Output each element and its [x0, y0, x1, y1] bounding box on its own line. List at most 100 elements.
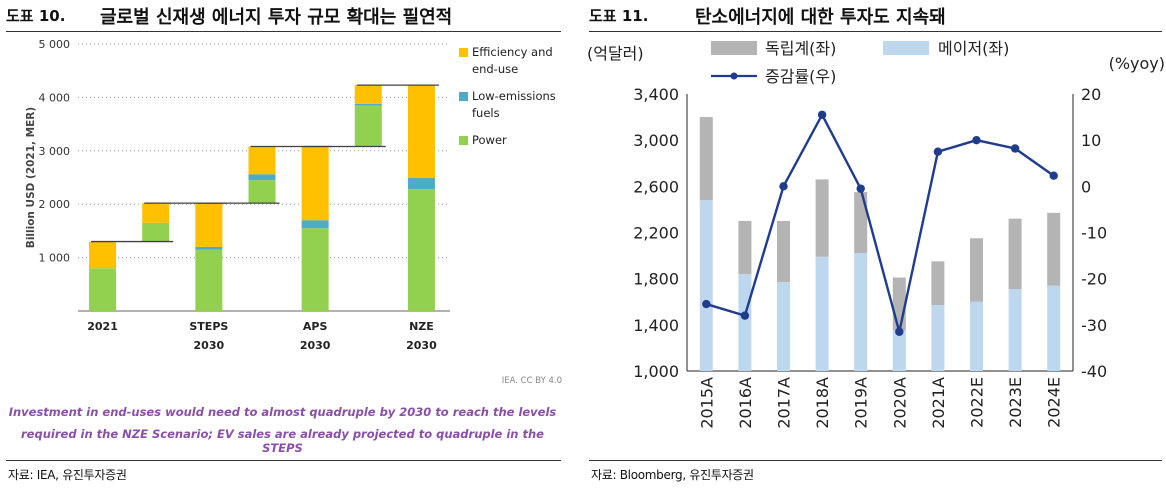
waterfall-segment-low-emissions-fuels: [407, 178, 435, 190]
bar-independent: [854, 192, 868, 254]
x-tick-label: 2015A: [697, 377, 716, 429]
y-left-tick-label: 1,800: [633, 270, 679, 289]
bar-majors: [970, 301, 983, 371]
right-footer-rule: [589, 460, 1162, 461]
right-source: 자료: Bloomberg, 유진투자증권: [591, 468, 754, 482]
y-right-tick-label: -30: [1081, 316, 1107, 335]
legend-label: Power: [472, 133, 507, 147]
x-tick-label: 2022E: [968, 377, 987, 428]
x-tick-label: APS: [303, 320, 328, 333]
legend-swatch-majors: [883, 41, 929, 55]
left-footer-rule: [6, 460, 561, 461]
legend-label: Efficiency and: [472, 45, 553, 59]
y-left-tick-label: 3,400: [633, 85, 679, 104]
y-left-tick-label: 3,000: [633, 131, 679, 150]
growth-rate-marker: [1010, 144, 1020, 153]
legend-swatch: [459, 136, 468, 145]
left-source: 자료: IEA, 유진투자증권: [8, 468, 127, 482]
waterfall-segment-power: [195, 249, 223, 311]
growth-rate-marker: [740, 311, 750, 320]
x-tick-label: STEPS: [189, 320, 228, 333]
x-tick-label: 2021: [87, 320, 118, 333]
left-figure-header: 도표 10. 글로벌 신재생 에너지 투자 규모 확대는 필연적: [0, 2, 565, 28]
waterfall-segment-low-emissions-fuels: [301, 220, 329, 229]
growth-rate-marker: [702, 299, 711, 309]
growth-rate-marker: [933, 147, 943, 156]
y-right-tick-label: 10: [1081, 131, 1101, 150]
x-tick-label: 2023E: [1006, 377, 1025, 428]
bar-independent: [970, 238, 983, 302]
waterfall-segment-efficiency-and-end-use: [142, 203, 170, 223]
bar-independent: [777, 220, 790, 283]
y-left-tick-label: 1,000: [633, 362, 679, 381]
waterfall-segment-low-emissions-fuels: [354, 103, 382, 106]
x-tick-label: 2017A: [775, 377, 794, 429]
waterfall-segment-low-emissions-fuels: [195, 246, 223, 250]
y-tick-label: 4 000: [39, 91, 71, 104]
x-tick-label: 2030: [406, 339, 437, 352]
waterfall-segment-efficiency-and-end-use: [354, 85, 382, 104]
waterfall-segment-low-emissions-fuels: [248, 174, 276, 181]
right-header-rule: [589, 31, 1162, 32]
legend-swatch-growth-marker: [730, 72, 738, 80]
y-left-axis-label: (억달러): [587, 44, 644, 63]
y-right-tick-label: -20: [1081, 270, 1107, 289]
waterfall-segment-power: [301, 228, 329, 311]
x-tick-label: 2021A: [929, 377, 948, 429]
x-tick-label: 2020A: [890, 377, 909, 429]
y-right-tick-label: -10: [1081, 224, 1107, 243]
growth-rate-marker: [972, 135, 981, 145]
y-axis-label: Billion USD (2021, MER): [25, 107, 37, 248]
bar-majors: [892, 330, 906, 371]
waterfall-segment-power: [354, 105, 382, 147]
left-figure-number: 도표 10.: [6, 7, 66, 25]
bar-majors: [738, 274, 752, 371]
y-tick-label: 2 000: [39, 198, 71, 211]
bar-majors: [1008, 289, 1022, 371]
waterfall-segment-efficiency-and-end-use: [248, 146, 276, 175]
x-tick-label: NZE: [409, 320, 434, 333]
bar-majors: [699, 200, 713, 371]
legend-label: 메이저(좌): [938, 39, 1009, 58]
x-tick-label: 2019A: [852, 377, 871, 429]
bar-independent: [1008, 218, 1022, 290]
waterfall-segment-efficiency-and-end-use: [407, 85, 435, 179]
waterfall-segment-power: [407, 189, 435, 311]
y-right-tick-label: 0: [1081, 177, 1091, 196]
legend-label: fuels: [472, 106, 500, 120]
waterfall-segment-power: [142, 222, 170, 242]
legend-label: 증감률(우): [765, 67, 836, 86]
legend-label: Low-emissions: [472, 89, 556, 103]
bar-independent: [892, 277, 906, 331]
bar-independent: [815, 179, 829, 257]
y-left-tick-label: 2,600: [633, 177, 679, 196]
bar-independent: [699, 117, 713, 201]
legend-swatch: [459, 48, 468, 57]
growth-rate-marker: [895, 327, 904, 336]
legend-label: end-use: [472, 62, 518, 76]
growth-rate-marker: [1049, 171, 1058, 180]
right-figure-number: 도표 11.: [589, 7, 649, 25]
left-figure-title: 글로벌 신재생 에너지 투자 규모 확대는 필연적: [100, 7, 453, 28]
y-right-axis-label: (%yoy): [1109, 54, 1165, 73]
right-figure-header: 도표 11. 탄소에너지에 대한 투자도 지속돼: [583, 2, 1166, 28]
y-right-tick-label: -40: [1081, 362, 1107, 381]
x-tick-label: 2016A: [736, 377, 755, 429]
growth-rate-marker: [817, 110, 827, 119]
bar-majors: [854, 253, 868, 371]
x-tick-label: 2018A: [813, 377, 832, 429]
bar-majors: [1047, 285, 1061, 371]
bar-majors: [931, 305, 945, 371]
x-tick-label: 2030: [300, 339, 331, 352]
bar-independent: [931, 261, 945, 306]
waterfall-segment-efficiency-and-end-use: [301, 146, 329, 221]
right-figure-panel: 도표 11. 탄소에너지에 대한 투자도 지속돼 1,000 1,400 1,800…: [583, 0, 1166, 495]
bar-independent: [738, 220, 752, 275]
y-tick-label: 1 000: [39, 252, 71, 265]
y-tick-label: 5 000: [39, 38, 71, 51]
right-figure-title: 탄소에너지에 대한 투자도 지속돼: [695, 7, 946, 28]
left-header-rule: [6, 31, 561, 32]
waterfall-segment-efficiency-and-end-use: [89, 241, 117, 269]
waterfall-segment-power: [89, 268, 117, 311]
y-tick-label: 3 000: [39, 145, 71, 158]
